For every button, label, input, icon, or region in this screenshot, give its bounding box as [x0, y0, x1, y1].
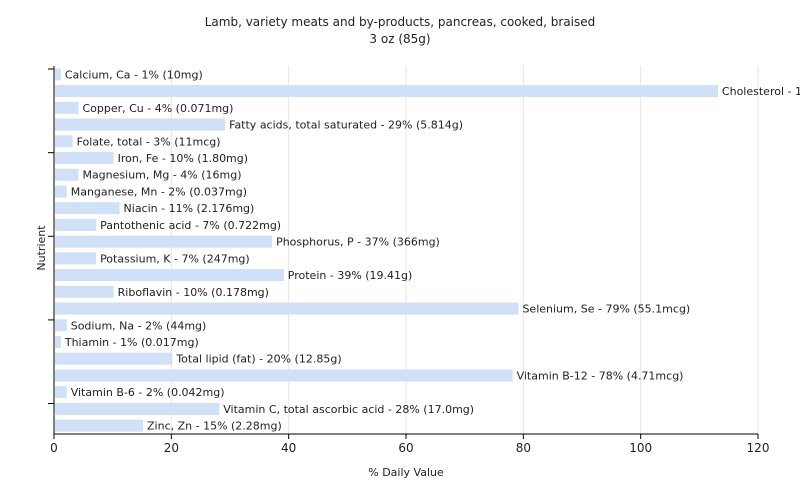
bar [55, 235, 273, 248]
x-tick-label: 40 [281, 441, 296, 455]
chart-subtitle: 3 oz (85g) [369, 32, 431, 46]
bar [55, 369, 513, 382]
bar-label: Total lipid (fat) - 20% (12.85g) [175, 353, 341, 366]
bar [55, 252, 97, 265]
bar-label: Cholesterol - 113% (340mg) [722, 85, 800, 98]
bar [55, 419, 143, 432]
chart-title: Lamb, variety meats and by-products, pan… [204, 15, 596, 29]
bar-label: Fatty acids, total saturated - 29% (5.81… [229, 119, 463, 132]
x-tick-label: 80 [516, 441, 531, 455]
bar [55, 402, 220, 415]
bar-label: Copper, Cu - 4% (0.071mg) [82, 102, 233, 115]
bar [55, 152, 114, 164]
bar [55, 185, 67, 198]
x-tick-label: 20 [164, 441, 179, 455]
bar-label: Niacin - 11% (2.176mg) [124, 202, 255, 215]
bar [55, 302, 519, 315]
bar [55, 118, 226, 131]
bar [55, 68, 61, 81]
bar [55, 386, 67, 399]
bar [55, 168, 79, 181]
x-tick-label: 0 [50, 441, 58, 455]
bar-label: Vitamin B-6 - 2% (0.042mg) [71, 386, 225, 399]
bar-label: Protein - 39% (19.41g) [288, 269, 413, 282]
bar-label: Vitamin C, total ascorbic acid - 28% (17… [223, 403, 474, 416]
bar [55, 269, 284, 282]
bar-label: Pantothenic acid - 7% (0.722mg) [100, 219, 281, 232]
bar [55, 218, 97, 231]
bar-label: Iron, Fe - 10% (1.80mg) [118, 152, 248, 165]
bar-label: Sodium, Na - 2% (44mg) [71, 319, 207, 332]
bar-label: Vitamin B-12 - 78% (4.71mcg) [517, 369, 684, 382]
bar [55, 101, 79, 114]
bar [55, 285, 114, 298]
bar-label: Magnesium, Mg - 4% (16mg) [82, 169, 241, 182]
bar [55, 336, 61, 348]
x-tick-label: 100 [629, 441, 652, 455]
axes: 0 20 40 60 80 100 120 [48, 66, 769, 455]
bar [55, 319, 67, 332]
bar-label: Potassium, K - 7% (247mg) [100, 252, 250, 265]
bar-label: Riboflavin - 10% (0.178mg) [118, 286, 269, 299]
bar [55, 85, 718, 98]
bars: Calcium, Ca - 1% (10mg) Cholesterol - 113… [55, 68, 800, 433]
x-axis-title: % Daily Value [368, 466, 444, 479]
bar-label: Calcium, Ca - 1% (10mg) [65, 68, 203, 81]
x-tick-label: 60 [398, 441, 413, 455]
bar [55, 135, 73, 148]
bar-label: Selenium, Se - 79% (55.1mcg) [522, 303, 690, 316]
bar [55, 202, 120, 215]
bar-label: Folate, total - 3% (11mcg) [77, 135, 221, 148]
bar-label: Zinc, Zn - 15% (2.28mg) [147, 420, 282, 433]
bar-label: Phosphorus, P - 37% (366mg) [276, 236, 440, 249]
bar-label: Manganese, Mn - 2% (0.037mg) [71, 185, 247, 198]
x-tick-label: 120 [747, 441, 770, 455]
y-axis-title: Nutrient [35, 225, 48, 271]
bar [55, 352, 173, 365]
bar-label: Thiamin - 1% (0.017mg) [64, 336, 199, 349]
